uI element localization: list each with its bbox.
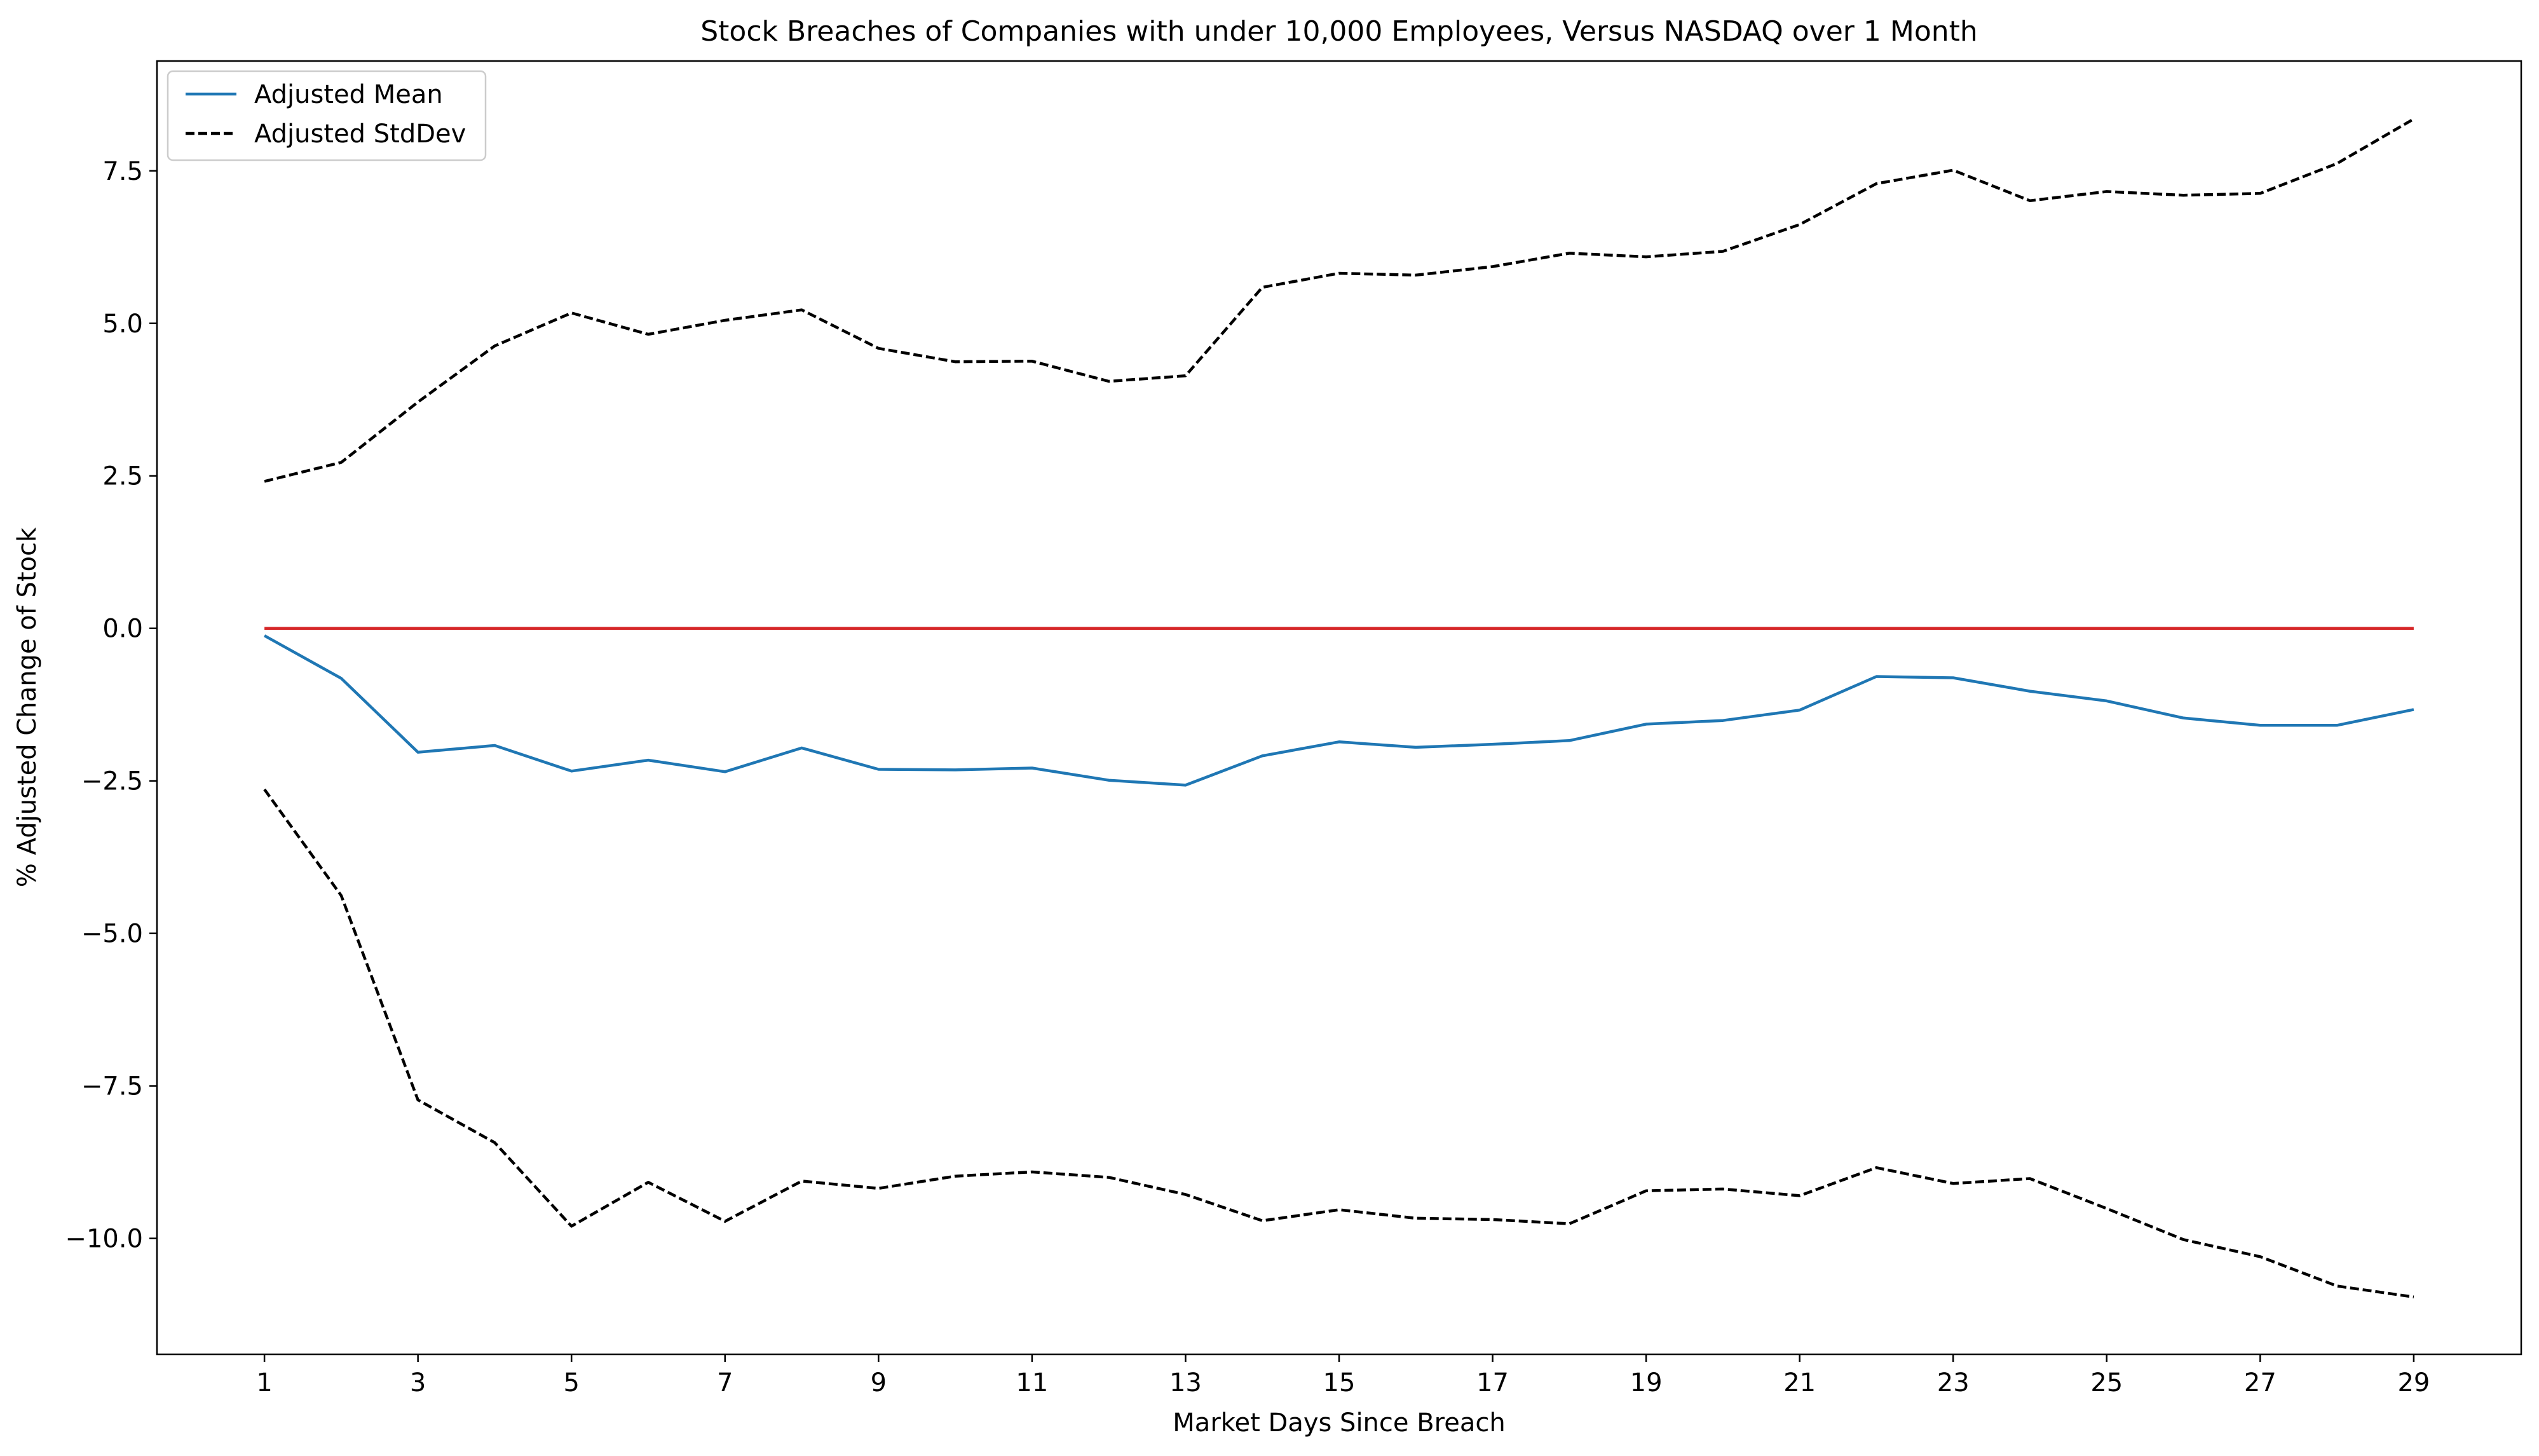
x-tick-label: 17 [1476,1368,1509,1398]
y-tick-label: −2.5 [81,767,143,796]
x-tick-label: 9 [871,1368,887,1398]
legend-box [167,70,487,161]
y-tick-label: 5.0 [102,310,143,339]
y-tick-label: 2.5 [102,462,143,491]
series-line-stddev-lower [263,788,2414,1299]
x-tick-label: 3 [410,1368,426,1398]
y-axis-label: % Adjusted Change of Stock [13,527,42,887]
x-tick-label: 11 [1016,1368,1048,1398]
x-tick-label: 13 [1169,1368,1202,1398]
x-tick-label: 5 [563,1368,579,1398]
y-tick-label: −5.0 [81,920,143,949]
y-tick-label: −10.0 [65,1225,143,1254]
x-tick-label: 21 [1783,1368,1816,1398]
y-tick-label: 7.5 [102,157,143,186]
x-tick-label: 1 [256,1368,272,1398]
series-line-stddev-upper [264,118,2415,483]
x-axis: 1 3 5 7 9 11 13 15 17 19 21 23 25 27 29 [256,1354,2430,1398]
chart-title: Stock Breaches of Companies with under 1… [700,15,1978,48]
x-tick-label: 15 [1323,1368,1356,1398]
legend-label-mean: Adjusted Mean [254,80,443,109]
x-tick-label: 23 [1937,1368,1970,1398]
x-tick-label: 29 [2397,1368,2430,1398]
y-tick-label: −7.5 [81,1072,143,1101]
y-axis: −10.0 −7.5 −5.0 −2.5 0.0 2.5 5.0 7.5 [65,157,157,1254]
x-tick-label: 27 [2244,1368,2277,1398]
y-tick-label: 0.0 [102,615,143,644]
legend: Adjusted Mean Adjusted StdDev [167,70,487,161]
x-tick-label: 19 [1630,1368,1663,1398]
x-tick-label: 7 [717,1368,733,1398]
legend-label-stddev: Adjusted StdDev [254,119,466,149]
series-layer [263,118,2415,1299]
series-line-adjusted-mean [264,634,2414,787]
x-tick-label: 25 [2090,1368,2123,1398]
x-axis-label: Market Days Since Breach [1173,1408,1505,1438]
